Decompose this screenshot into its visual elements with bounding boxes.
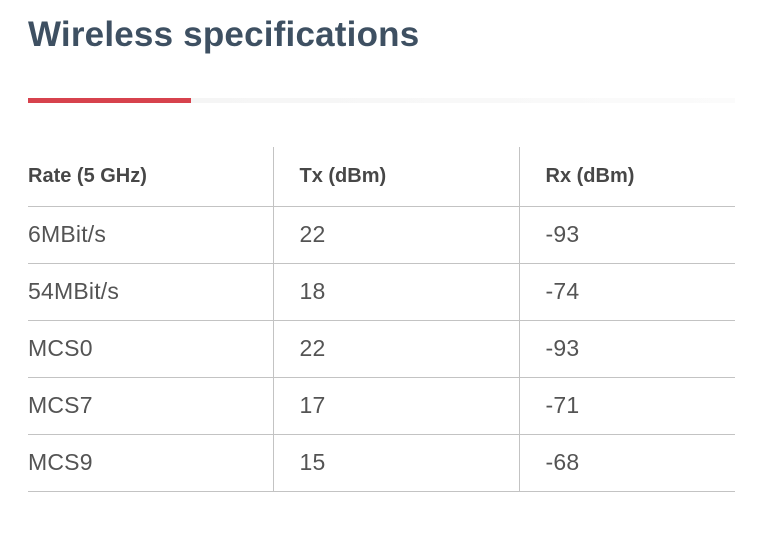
table-row: MCS0 22 -93 (28, 320, 735, 378)
column-header-tx: Tx (dBm) (272, 147, 519, 207)
table-row: 54MBit/s 18 -74 (28, 263, 735, 321)
table-row: MCS7 17 -71 (28, 377, 735, 435)
cell-rate: 54MBit/s (28, 263, 273, 321)
cell-rx: -68 (518, 434, 735, 492)
cell-rate: MCS0 (28, 320, 273, 378)
column-header-rx: Rx (dBm) (518, 147, 735, 207)
cell-tx: 22 (272, 206, 519, 264)
content-area: Wireless specifications Rate (5 GHz) Tx … (0, 14, 763, 492)
column-header-rate: Rate (5 GHz) (28, 147, 273, 207)
page-title: Wireless specifications (28, 15, 420, 54)
cell-rate: 6MBit/s (28, 206, 273, 264)
cell-tx: 22 (272, 320, 519, 378)
divider-red-accent (28, 98, 191, 103)
wireless-spec-table: Rate (5 GHz) Tx (dBm) Rx (dBm) 6MBit/s 2… (28, 147, 735, 492)
cell-rx: -74 (518, 263, 735, 321)
table-header: Rate (5 GHz) Tx (dBm) Rx (dBm) (28, 147, 735, 207)
cell-rate: MCS9 (28, 434, 273, 492)
cell-rx: -93 (518, 320, 735, 378)
table-row: 6MBit/s 22 -93 (28, 206, 735, 264)
cell-tx: 15 (272, 434, 519, 492)
table-body: 6MBit/s 22 -93 54MBit/s 18 -74 MCS0 22 -… (28, 206, 735, 492)
cell-rate: MCS7 (28, 377, 273, 435)
table-row: MCS9 15 -68 (28, 434, 735, 492)
cell-tx: 18 (272, 263, 519, 321)
cell-rx: -93 (518, 206, 735, 264)
cell-tx: 17 (272, 377, 519, 435)
cell-rx: -71 (518, 377, 735, 435)
section-divider (28, 98, 735, 103)
table-header-row: Rate (5 GHz) Tx (dBm) Rx (dBm) (28, 147, 735, 207)
